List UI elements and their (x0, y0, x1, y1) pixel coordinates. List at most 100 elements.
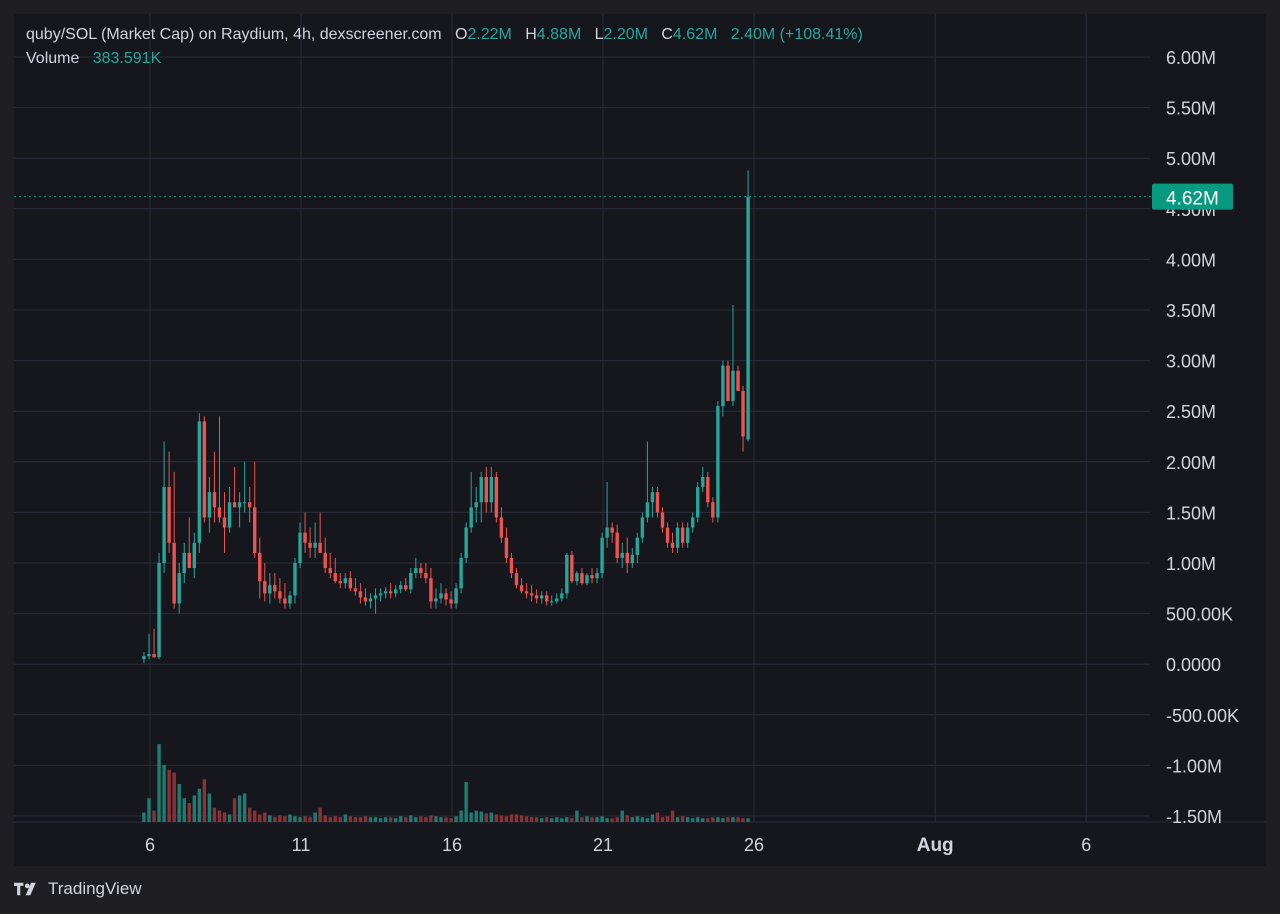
candle-body (746, 196, 750, 440)
volume-bar (424, 817, 428, 822)
volume-bar (610, 818, 614, 822)
volume-bar (378, 818, 383, 822)
candle-body (142, 656, 146, 660)
volume-bar (217, 810, 222, 822)
volume-bar (459, 810, 463, 822)
candle-body (736, 370, 740, 391)
candle-body (716, 406, 720, 518)
legend-volume: Volume 383.591K (26, 50, 161, 68)
candle-body (645, 502, 650, 518)
volume-bar (303, 816, 307, 822)
volume-bar (298, 817, 302, 822)
candle-body (534, 595, 539, 599)
high-label: H (525, 26, 537, 43)
volume-bar (454, 816, 458, 822)
y-tick-label: 2.00M (1166, 453, 1216, 473)
volume-bar (519, 815, 524, 822)
volume-bar (444, 817, 448, 822)
volume-bar (177, 784, 181, 822)
volume-bar (338, 817, 342, 822)
brand-name: TradingView (48, 879, 142, 898)
volume-bar (590, 817, 594, 822)
volume-bar (152, 810, 156, 822)
volume-bar (409, 815, 413, 822)
y-tick-label: 1.00M (1166, 554, 1216, 574)
candle-body (630, 554, 634, 563)
close-value: 4.62M (672, 26, 718, 43)
candle-body (318, 542, 322, 553)
candle-body (741, 390, 745, 437)
candle-body (227, 502, 232, 528)
y-tick-label: 1.50M (1166, 503, 1216, 523)
candle-body (610, 527, 614, 533)
volume-bar (363, 816, 368, 822)
y-tick-label: 3.50M (1166, 301, 1216, 321)
volume-bar (232, 798, 237, 822)
x-tick-label: 26 (744, 835, 764, 855)
volume-bar (419, 816, 423, 822)
volume-bar (172, 772, 176, 822)
volume-bar (494, 814, 499, 822)
volume-bar (630, 817, 634, 822)
volume-bar (645, 818, 650, 822)
x-tick-label: 6 (1081, 835, 1091, 855)
price-badge (1152, 183, 1233, 210)
candle-body (197, 421, 202, 543)
volume-bar (615, 817, 619, 822)
y-tick-label: 0.0000 (1166, 655, 1221, 675)
candle-body (388, 591, 393, 594)
y-tick-label: -1.50M (1166, 807, 1222, 827)
volume-bar (313, 812, 317, 822)
y-tick-label: 4.00M (1166, 250, 1216, 270)
tradingview-brand[interactable]: TradingView (14, 879, 142, 899)
candle-body (147, 654, 151, 657)
candle-body (253, 507, 257, 553)
candle-body (268, 585, 272, 594)
candle-body (665, 527, 670, 543)
volume-bar (529, 817, 534, 822)
volume-bar (162, 765, 166, 822)
volume-bar (484, 813, 488, 822)
candle-body (298, 532, 302, 563)
candle-body (378, 593, 383, 596)
volume-bar (323, 815, 327, 822)
volume-bar (187, 803, 191, 822)
volume-bar (253, 810, 257, 822)
volume-bar (268, 815, 272, 822)
candle-body (524, 591, 529, 594)
candle-body (550, 601, 554, 603)
candle-body (247, 502, 252, 508)
candle-body (202, 421, 207, 518)
volume-bar (227, 814, 232, 822)
candle-body (585, 575, 589, 584)
candle-body (323, 552, 327, 569)
candle-body (590, 575, 594, 579)
volume-bar (701, 818, 705, 822)
volume-bar (404, 817, 408, 822)
candle-body (333, 573, 337, 582)
y-tick-label: 5.00M (1166, 149, 1216, 169)
candle-body (399, 585, 403, 590)
volume-bar (373, 817, 378, 822)
candle-body (545, 595, 549, 602)
volume-bar (595, 817, 599, 822)
price-badge-group: 4.62M (1152, 183, 1233, 210)
candle-body (509, 557, 514, 574)
candle-body (353, 588, 358, 592)
volume-bar (706, 818, 710, 822)
candle-body (625, 552, 629, 563)
open-label: O (454, 26, 468, 43)
volume-bar (439, 817, 443, 822)
volume-bar (539, 818, 544, 822)
candle-body (650, 492, 655, 503)
candle-body (464, 527, 468, 558)
volume-bar (348, 816, 353, 822)
volume-bar (353, 817, 358, 822)
volume-bar (685, 817, 690, 822)
candle-body (580, 573, 584, 584)
candle-body (393, 589, 398, 594)
candle-body (444, 593, 448, 600)
volume-bar (620, 810, 624, 822)
candle-body (313, 542, 317, 548)
